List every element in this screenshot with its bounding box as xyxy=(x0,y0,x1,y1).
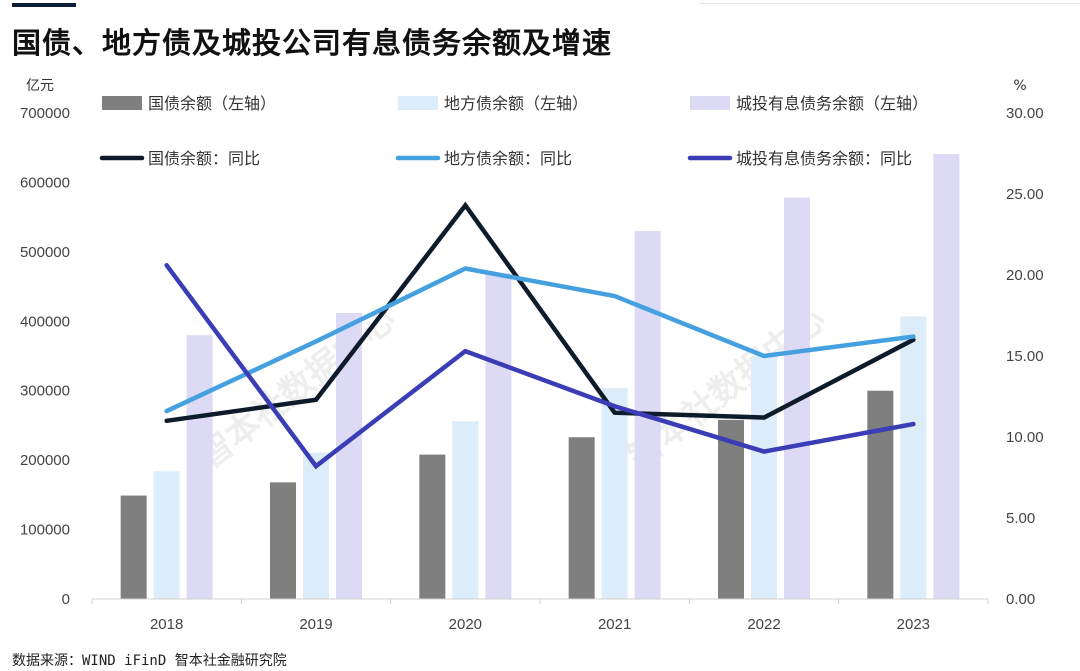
chart-title: 国债、地方债及城投公司有息债务余额及增速 xyxy=(12,26,613,60)
header-accent-bar xyxy=(12,3,76,7)
x-tick-label: 2021 xyxy=(598,616,631,633)
x-tick-label: 2023 xyxy=(897,616,930,633)
y-right-tick-label: 0.00 xyxy=(1006,591,1035,608)
y-left-tick-label: 0 xyxy=(62,591,70,608)
y-left-tick-label: 700000 xyxy=(20,105,70,122)
x-tick-label: 2018 xyxy=(150,616,183,633)
bar-guozhai xyxy=(568,437,595,599)
y-right-tick-label: 15.00 xyxy=(1006,348,1044,365)
chart-area: 智本社数据中心 智本社数据中心 2018 2019 2020 2021 2022 20230… xyxy=(20,78,1044,633)
x-tick-label: 2019 xyxy=(299,616,332,633)
bar-chengtou xyxy=(186,335,213,599)
y-left-tick-label: 100000 xyxy=(20,522,70,539)
bar-guozhai xyxy=(270,482,296,599)
bar-difangzhai xyxy=(303,452,329,599)
y-right-tick-label: 30.00 xyxy=(1006,105,1044,122)
line-chengtou-yoy xyxy=(164,263,916,470)
bar-guozhai xyxy=(120,495,147,599)
header-rule xyxy=(700,3,1080,4)
y-left-unit: 亿元 xyxy=(26,78,54,94)
bar-difangzhai xyxy=(900,316,927,599)
bar-guozhai xyxy=(718,419,744,599)
y-left-tick-label: 500000 xyxy=(20,244,70,261)
line-difangzhai-yoy xyxy=(164,266,916,414)
bar-difangzhai xyxy=(452,421,479,599)
y-right-unit: % xyxy=(1013,78,1026,94)
y-left-tick-label: 400000 xyxy=(20,313,70,330)
legend-swatch-bar xyxy=(102,96,142,110)
legend-label: 地方债余额（左轴） xyxy=(444,94,588,113)
legend-label: 地方债余额：同比 xyxy=(444,149,572,168)
y-left-tick-label: 200000 xyxy=(20,452,70,469)
y-left-tick-label: 300000 xyxy=(20,383,70,400)
legend-swatch-bar xyxy=(398,96,438,110)
y-left-tick-label: 600000 xyxy=(20,174,70,191)
y-right-tick-label: 20.00 xyxy=(1006,267,1044,284)
data-source-note: 数据来源：WIND iFinD 智本社金融研究院 xyxy=(12,653,287,669)
legend-label: 城投有息债务余额（左轴） xyxy=(736,94,928,113)
x-tick-label: 2022 xyxy=(747,616,780,633)
y-right-tick-label: 5.00 xyxy=(1006,510,1035,527)
bar-guozhai xyxy=(419,454,446,599)
legend-label: 国债余额（左轴） xyxy=(148,94,276,113)
bar-guozhai xyxy=(867,390,894,599)
y-right-tick-label: 10.00 xyxy=(1006,429,1044,446)
bar-difangzhai xyxy=(751,356,777,599)
legend-label: 城投有息债务余额：同比 xyxy=(736,149,912,168)
bar-difangzhai xyxy=(601,387,628,599)
x-tick-label: 2020 xyxy=(449,616,482,633)
bar-chengtou xyxy=(933,153,960,599)
legend-label: 国债余额：同比 xyxy=(148,149,260,168)
bar-difangzhai xyxy=(153,471,180,599)
line-guozhai-yoy xyxy=(164,201,916,424)
legend-swatch-bar xyxy=(690,96,730,110)
bar-chengtou xyxy=(336,312,362,599)
y-right-tick-label: 25.00 xyxy=(1006,186,1044,203)
bar-chengtou xyxy=(485,273,512,599)
